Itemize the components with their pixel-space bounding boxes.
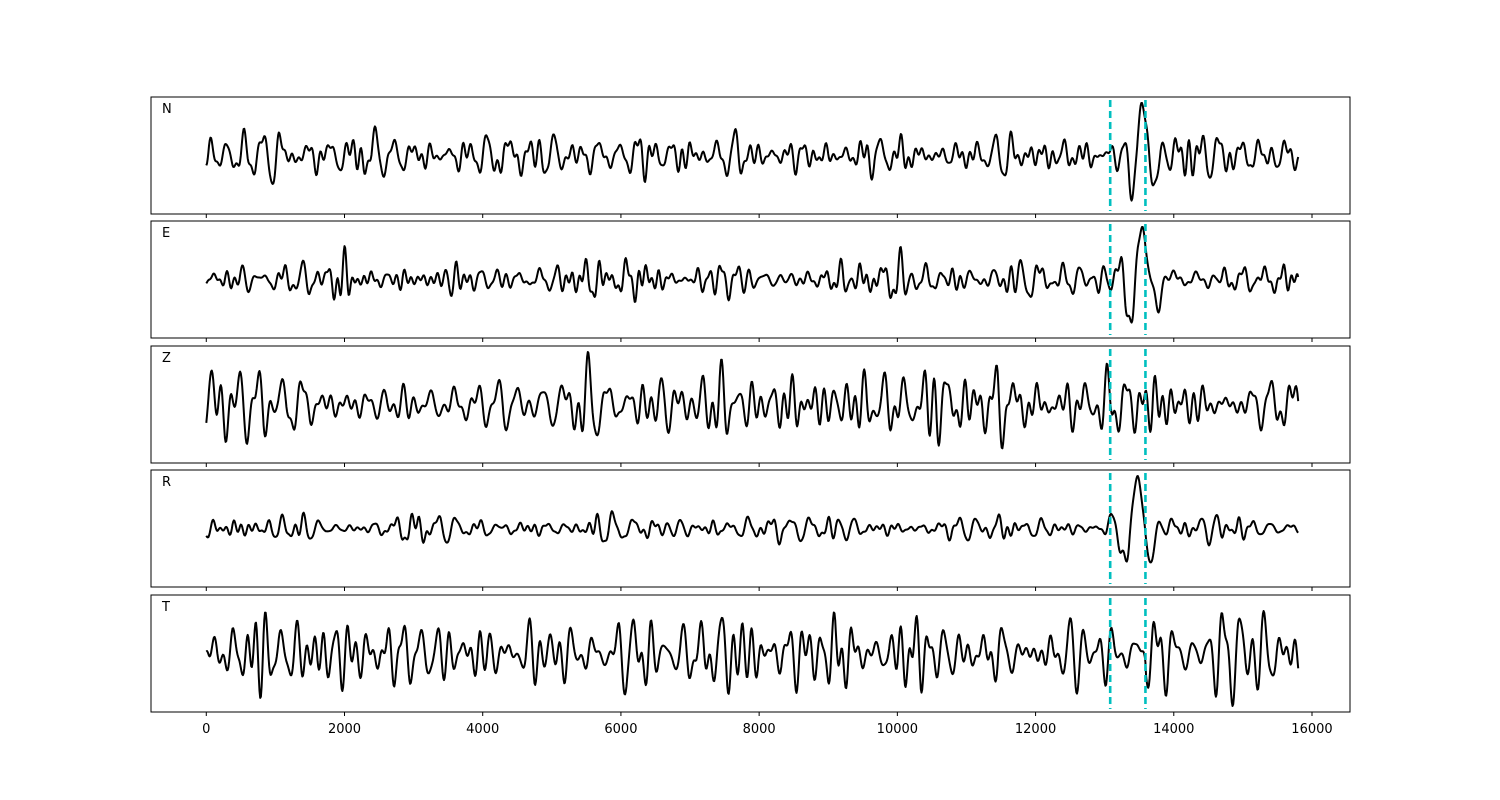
x-tick-label: 2000 bbox=[328, 722, 361, 737]
trace-t bbox=[205, 610, 1300, 707]
panel-label: E bbox=[162, 226, 170, 241]
x-tick-label: 0 bbox=[202, 722, 210, 737]
x-tick-label: 10000 bbox=[877, 722, 918, 737]
panel-r: R bbox=[150, 469, 1351, 591]
panel-n: N bbox=[150, 96, 1351, 218]
x-tick-label: 4000 bbox=[466, 722, 499, 737]
panel-frame bbox=[150, 345, 1351, 464]
panels: N E Z R T bbox=[150, 96, 1351, 716]
x-axis: 0 2000 4000 6000 8000 10000 12000 14000 16000 bbox=[202, 722, 1333, 737]
trace-r bbox=[205, 475, 1299, 564]
x-tick-label: 12000 bbox=[1015, 722, 1056, 737]
x-tick-label: 16000 bbox=[1291, 722, 1332, 737]
trace-e bbox=[205, 226, 1300, 324]
panel-label: Z bbox=[162, 351, 171, 366]
trace-n bbox=[205, 102, 1300, 202]
panel-t: T bbox=[150, 594, 1351, 716]
x-tick-label: 8000 bbox=[743, 722, 776, 737]
x-tick-label: 6000 bbox=[604, 722, 637, 737]
panel-frame bbox=[150, 594, 1351, 713]
x-tick-label: 14000 bbox=[1153, 722, 1194, 737]
panel-frame bbox=[150, 469, 1351, 588]
trace-z bbox=[205, 351, 1300, 450]
panel-label: T bbox=[161, 600, 170, 615]
panel-label: N bbox=[162, 102, 172, 117]
panel-label: R bbox=[162, 475, 171, 490]
panel-z: Z bbox=[150, 345, 1351, 467]
panel-frame bbox=[150, 220, 1351, 339]
panel-e: E bbox=[150, 220, 1351, 342]
panel-frame bbox=[150, 96, 1351, 215]
